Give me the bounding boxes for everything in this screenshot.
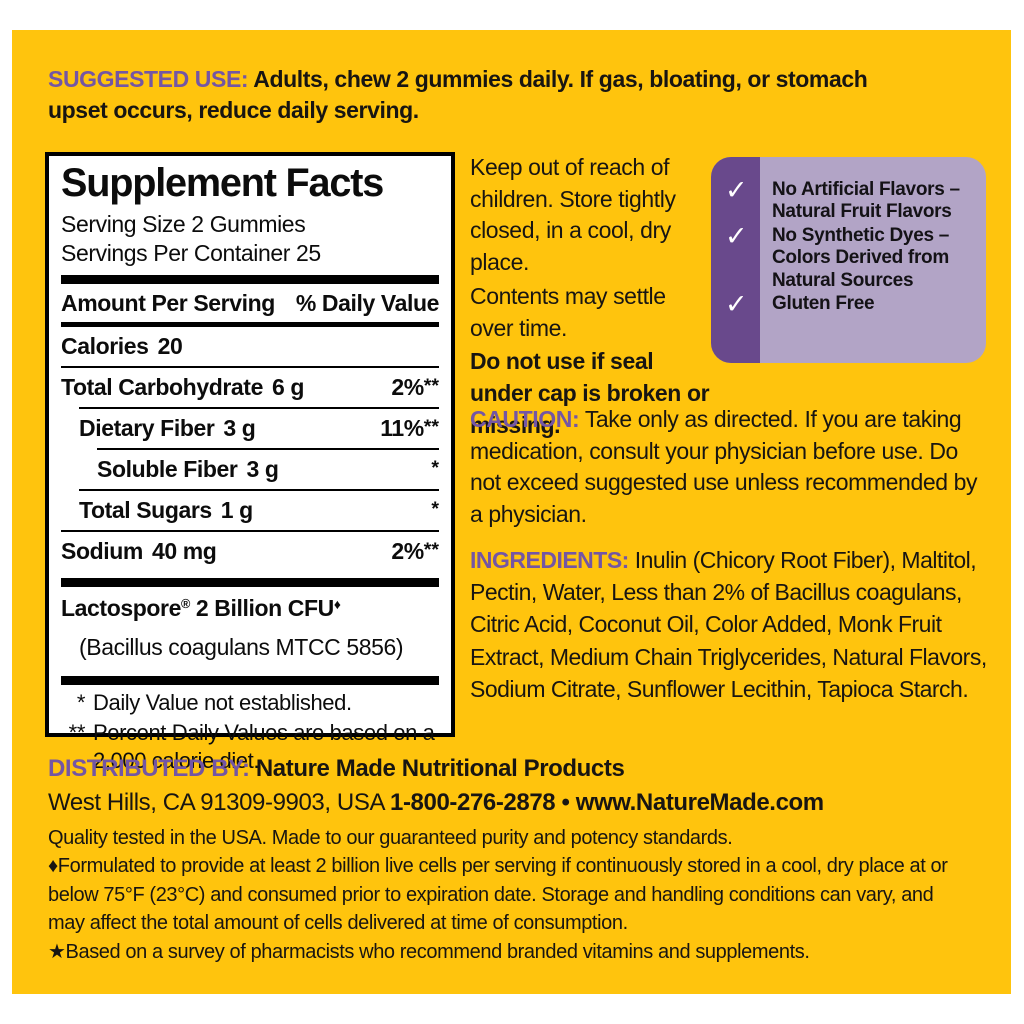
nutrient-amount: 20	[157, 332, 183, 359]
distributor-section: DISTRIBUTED BY: Nature Made Nutritional …	[48, 752, 978, 819]
facts-row: Total Carbohydrate 6 g 2%**	[61, 368, 439, 407]
facts-row: Calories 20	[61, 327, 439, 366]
nutrient-name: Sodium	[61, 537, 143, 564]
nutrient-daily-value: *	[431, 497, 439, 524]
probiotic-name: Lactospore	[61, 594, 181, 621]
nutrient-daily-value: 11%**	[380, 414, 439, 441]
registered-trademark-symbol: ®	[180, 596, 190, 611]
supplement-facts-box: Supplement Facts Serving Size 2 Gummies …	[45, 152, 455, 773]
nutrient-daily-value: *	[431, 456, 439, 483]
distributor-address: West Hills, CA 91309-9903, USA	[48, 788, 384, 816]
diamond-footnote-symbol: ♦	[333, 596, 341, 612]
nutrient-name: Soluble Fiber	[97, 455, 238, 482]
nutrient-daily-value: 2%**	[391, 373, 439, 400]
column-daily-value: % Daily Value	[295, 289, 440, 316]
badge-item: ✓ Gluten Free	[725, 289, 976, 320]
badge-item: ✓ No Synthetic Dyes – Colors Derived from…	[725, 220, 976, 292]
suggested-use-label: SUGGESTED USE:	[48, 66, 249, 92]
fine-print-section: Quality tested in the USA. Made to our g…	[48, 824, 966, 966]
suggested-use-section: SUGGESTED USE: Adults, chew 2 gummies da…	[48, 64, 928, 126]
facts-footnote: ** Percent Daily Values are based on a 2,…	[61, 719, 439, 774]
footnote-symbol: *	[76, 689, 86, 715]
claims-badge: ✓ No Artificial Flavors – Natural Fruit F…	[711, 157, 986, 363]
distributor-name: Nature Made Nutritional Products	[255, 755, 625, 782]
facts-row-rule	[97, 447, 439, 450]
checkmark-icon: ✓	[725, 175, 748, 205]
nutrient-name: Total Sugars	[79, 496, 212, 523]
storage-text-2: Contents may settle over time.	[470, 282, 666, 341]
label-background-panel: SUGGESTED USE: Adults, chew 2 gummies da…	[12, 30, 1011, 994]
storage-text-1: Keep out of reach of children. Store tig…	[470, 154, 676, 276]
suggested-use-text: Adults, chew 2 gummies daily. If gas, bl…	[48, 66, 868, 124]
column-amount-per-serving: Amount Per Serving	[61, 289, 275, 316]
caution-label: CAUTION:	[470, 406, 580, 432]
badge-item-text: No Synthetic Dyes – Colors Derived from …	[772, 224, 949, 291]
badge-check-strip	[711, 157, 760, 363]
footnote-asterisk: **	[423, 538, 439, 561]
checkmark-icon: ✓	[725, 220, 748, 251]
nutrient-amount: 1 g	[220, 496, 253, 523]
fine-print-line: Quality tested in the USA. Made to our g…	[48, 827, 733, 849]
divider-thick	[61, 675, 439, 685]
distributor-line-2: West Hills, CA 91309-9903, USA 1-800-276…	[48, 786, 978, 820]
facts-column-headers: Amount Per Serving % Daily Value	[61, 288, 439, 322]
probiotic-strain: (Bacillus coagulans MTCC 5856)	[79, 633, 404, 660]
serving-size: Serving Size 2 Gummies	[61, 211, 306, 238]
facts-footnote: * Daily Value not established.	[61, 689, 439, 717]
footnote-asterisk: **	[423, 415, 439, 438]
badge-items: ✓ No Artificial Flavors – Natural Fruit F…	[711, 157, 986, 329]
nutrient-amount: 3 g	[246, 455, 279, 482]
ingredients-section: INGREDIENTS: Inulin (Chicory Root Fiber)…	[470, 544, 990, 705]
facts-row-rule	[61, 529, 439, 532]
footnote-asterisk: *	[431, 497, 439, 520]
ingredients-label: INGREDIENTS:	[470, 547, 629, 573]
nutrient-name: Calories	[61, 332, 149, 359]
nutrient-amount: 40 mg	[151, 537, 217, 564]
seal-warning-text: Do not use if seal under cap is broken o…	[470, 348, 710, 438]
divider-medium	[61, 321, 439, 327]
facts-row-rule	[79, 488, 439, 491]
fine-print-line: ♦Formulated to provide at least 2 billio…	[48, 855, 948, 935]
divider-thick	[61, 577, 439, 587]
footnote-symbol: **	[68, 720, 86, 746]
footnote-text: Daily Value not established.	[93, 689, 352, 715]
distributor-phone-web: 1-800-276-2878 • www.NatureMade.com	[390, 788, 824, 816]
facts-row: Soluble Fiber 3 g *	[61, 450, 439, 489]
nutrient-amount: 3 g	[223, 414, 256, 441]
footnote-text: Percent Daily Values are based on a 2,00…	[93, 720, 435, 773]
facts-row-rule	[79, 406, 439, 409]
facts-row: Dietary Fiber 3 g 11%**	[61, 409, 439, 448]
footnote-asterisk: **	[423, 374, 439, 397]
ingredients-text: Inulin (Chicory Root Fiber), Maltitol, P…	[470, 547, 987, 702]
facts-row: Sodium 40 mg 2%**	[61, 532, 439, 571]
supplement-facts-title: Supplement Facts	[61, 161, 384, 205]
nutrient-name: Dietary Fiber	[79, 414, 215, 441]
badge-item: ✓ No Artificial Flavors – Natural Fruit F…	[725, 175, 976, 224]
nutrient-daily-value: 2%**	[391, 537, 439, 564]
probiotic-amount: 2 Billion CFU	[195, 594, 334, 621]
caution-text: Take only as directed. If you are taking…	[470, 406, 978, 528]
badge-item-text: No Artificial Flavors – Natural Fruit Fl…	[772, 179, 960, 223]
nutrient-name: Total Carbohydrate	[61, 373, 263, 400]
badge-item-text: Gluten Free	[772, 293, 875, 315]
servings-per-container: Servings Per Container 25	[61, 239, 321, 266]
caution-section: CAUTION: Take only as directed. If you a…	[470, 404, 992, 531]
facts-footnotes: * Daily Value not established. ** Percent D…	[61, 689, 439, 775]
facts-row: Total Sugars 1 g *	[61, 491, 439, 530]
probiotic-row: Lactospore® 2 Billion CFU♦	[61, 591, 439, 624]
storage-instructions: Keep out of reach of children. Store tig…	[470, 152, 712, 444]
fine-print-line: ★Based on a survey of pharmacists who re…	[48, 940, 810, 963]
nutrient-amount: 6 g	[271, 373, 304, 400]
checkmark-icon: ✓	[725, 289, 748, 320]
footnote-asterisk: *	[431, 456, 439, 479]
distributed-by-label: DISTRIBUTED BY:	[48, 755, 250, 782]
facts-row-rule	[61, 365, 439, 368]
facts-rows: Calories 20 Total Carbohydrate 6 g 2%** Dieta…	[61, 327, 439, 571]
distributor-line-1: DISTRIBUTED BY: Nature Made Nutritional …	[48, 752, 978, 786]
divider-thick	[61, 274, 439, 284]
